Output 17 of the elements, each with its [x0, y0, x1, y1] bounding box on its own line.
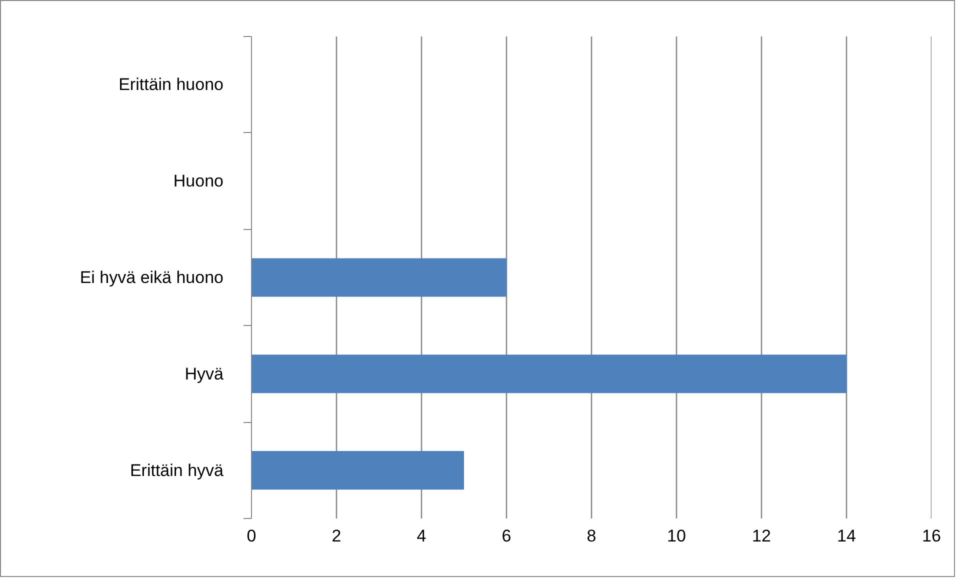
y-tick-label: Ei hyvä eikä huono	[80, 268, 224, 287]
x-tick-label: 8	[586, 526, 596, 546]
bar	[252, 354, 846, 394]
y-tick-label: Huono	[173, 172, 224, 191]
x-tick-label: 10	[667, 526, 686, 546]
x-tick-label: 12	[752, 526, 771, 546]
x-tick-label: 14	[837, 526, 856, 546]
x-tick-label: 2	[332, 526, 342, 546]
y-tick-label: Erittäin hyvä	[130, 460, 224, 480]
y-tick-label: Hyvä	[184, 364, 224, 384]
y-tick-label: Erittäin huono	[118, 75, 224, 94]
bar	[252, 451, 464, 490]
x-tick-label: 0	[246, 526, 256, 546]
x-tick-label: 4	[416, 526, 426, 546]
bar	[252, 258, 506, 297]
x-tick-label: 16	[922, 526, 941, 546]
x-tick-label: 6	[502, 526, 512, 546]
